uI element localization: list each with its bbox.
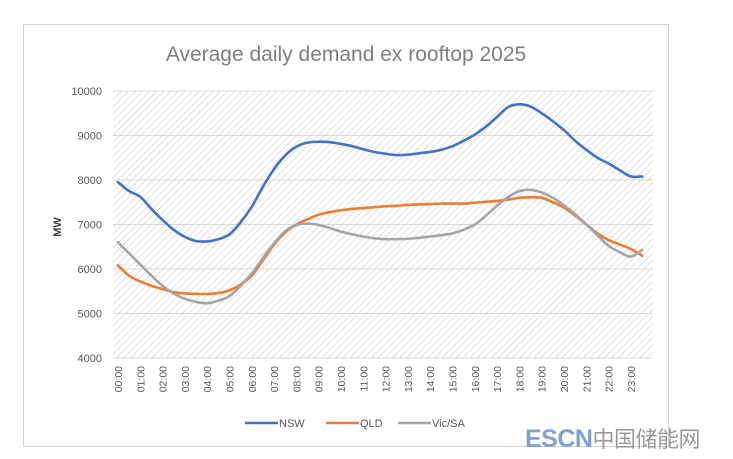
x-tick-label: 04:00 xyxy=(202,366,214,392)
legend: NSW QLD Vic/SA xyxy=(245,418,465,430)
y-tick-label: 8000 xyxy=(78,175,102,187)
x-tick-label: 08:00 xyxy=(291,366,303,392)
chart-title: Average daily demand ex rooftop 2025 xyxy=(166,43,526,66)
x-tick-label: 00:00 xyxy=(113,366,125,392)
x-tick-label: 23:00 xyxy=(626,366,638,392)
x-tick-label: 02:00 xyxy=(158,366,170,392)
series-line-nsw xyxy=(116,103,644,243)
y-tick-label: 6000 xyxy=(78,264,102,276)
x-tick-label: 01:00 xyxy=(135,366,147,392)
x-axis-ticks: 00:00 01:00 02:00 03:00 04:00 05:00 06:00 07:00… xyxy=(113,366,638,392)
y-tick-label: 10000 xyxy=(71,86,102,98)
x-tick-label: 09:00 xyxy=(314,366,326,392)
y-tick-label: 4000 xyxy=(78,353,102,365)
x-tick-label: 05:00 xyxy=(225,366,237,392)
x-tick-label: 19:00 xyxy=(537,366,549,392)
series-lines xyxy=(116,103,644,305)
legend-label: QLD xyxy=(360,418,383,430)
legend-item-nsw: NSW xyxy=(245,418,305,430)
x-tick-label: 14:00 xyxy=(425,366,437,392)
watermark-chinese: 中国储能网 xyxy=(592,428,700,453)
series-line-qld xyxy=(116,195,644,296)
legend-item-vic-sa: Vic/SA xyxy=(398,418,465,430)
y-axis-ticks: 4000 5000 6000 7000 8000 9000 10000 xyxy=(71,86,102,365)
x-tick-label: 20:00 xyxy=(559,366,571,392)
x-tick-label: 03:00 xyxy=(180,366,192,392)
x-tick-label: 07:00 xyxy=(269,366,281,392)
legend-label: Vic/SA xyxy=(432,418,465,430)
y-tick-label: 9000 xyxy=(78,131,102,143)
x-tick-label: 15:00 xyxy=(448,366,460,392)
x-tick-label: 12:00 xyxy=(381,366,393,392)
x-tick-label: 17:00 xyxy=(492,366,504,392)
x-tick-label: 22:00 xyxy=(604,366,616,392)
y-tick-label: 7000 xyxy=(78,220,102,232)
watermark: ESCN中国储能网 xyxy=(525,422,700,454)
gridlines xyxy=(113,90,653,359)
x-tick-label: 11:00 xyxy=(358,366,370,392)
legend-label: NSW xyxy=(279,418,305,430)
x-tick-label: 10:00 xyxy=(336,366,348,392)
watermark-latin: ESCN xyxy=(525,425,593,453)
x-tick-label: 13:00 xyxy=(403,366,415,392)
x-tick-label: 21:00 xyxy=(581,366,593,392)
x-tick-label: 16:00 xyxy=(470,366,482,392)
legend-item-qld: QLD xyxy=(326,418,383,430)
y-axis-label: MW xyxy=(52,217,64,237)
y-tick-label: 5000 xyxy=(78,309,102,321)
series-line-vic-sa xyxy=(116,188,644,305)
x-tick-label: 06:00 xyxy=(247,366,259,392)
x-tick-label: 18:00 xyxy=(514,366,526,392)
